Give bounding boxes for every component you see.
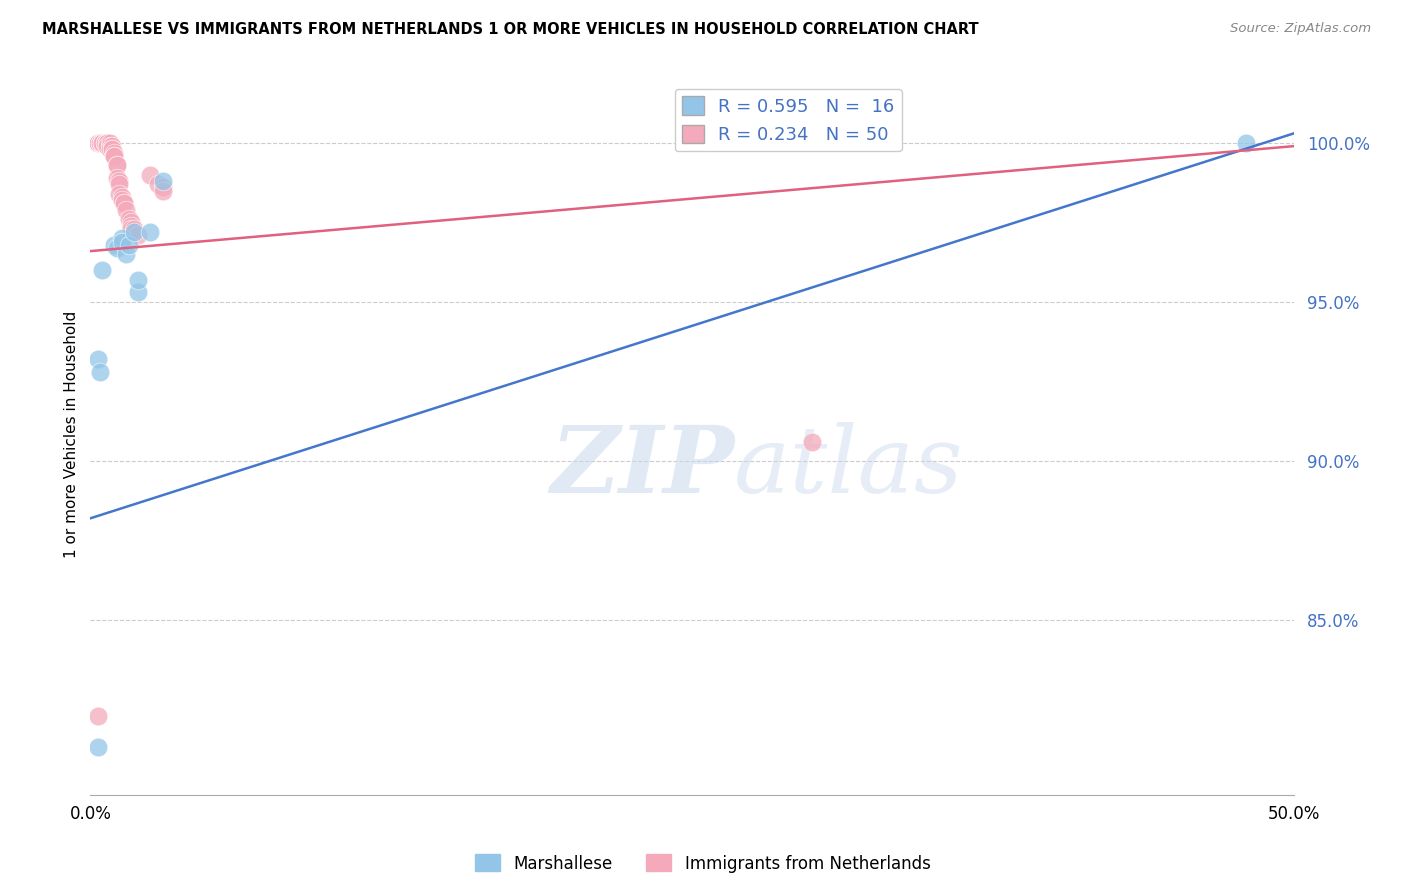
Point <box>94 136 117 150</box>
Legend: Marshallese, Immigrants from Netherlands: Marshallese, Immigrants from Netherlands <box>468 847 938 880</box>
Point <box>110 193 132 207</box>
Point <box>91 136 114 150</box>
Point <box>94 136 117 150</box>
Point <box>152 180 174 194</box>
Point <box>91 136 114 150</box>
Point <box>89 136 111 150</box>
Point <box>108 178 131 192</box>
Legend: R = 0.595   N =  16, R = 0.234   N = 50: R = 0.595 N = 16, R = 0.234 N = 50 <box>675 89 901 152</box>
Point <box>96 136 118 150</box>
Point <box>103 237 125 252</box>
Text: atlas: atlas <box>734 422 963 511</box>
Point <box>86 136 108 150</box>
Point <box>108 186 131 201</box>
Point <box>120 222 142 236</box>
Point <box>89 136 111 150</box>
Point <box>112 196 135 211</box>
Point <box>139 168 162 182</box>
Point <box>105 158 128 172</box>
Point <box>96 139 118 153</box>
Y-axis label: 1 or more Vehicles in Household: 1 or more Vehicles in Household <box>65 310 79 558</box>
Point <box>86 352 108 367</box>
Point <box>115 247 138 261</box>
Point <box>105 170 128 185</box>
Text: MARSHALLESE VS IMMIGRANTS FROM NETHERLANDS 1 OR MORE VEHICLES IN HOUSEHOLD CORRE: MARSHALLESE VS IMMIGRANTS FROM NETHERLAN… <box>42 22 979 37</box>
Point <box>98 142 121 156</box>
Point <box>91 136 114 150</box>
Point <box>101 142 124 156</box>
Point <box>91 136 114 150</box>
Point <box>91 136 114 150</box>
Point <box>86 136 108 150</box>
Point <box>115 202 138 217</box>
Point <box>118 212 141 227</box>
Point <box>96 136 118 150</box>
Point <box>86 708 108 723</box>
Point <box>103 149 125 163</box>
Point <box>103 149 125 163</box>
Point <box>89 365 111 379</box>
Point <box>94 136 117 150</box>
Point <box>122 222 145 236</box>
Point <box>127 273 149 287</box>
Point <box>110 235 132 249</box>
Point <box>146 178 169 192</box>
Point <box>152 174 174 188</box>
Point <box>127 228 149 243</box>
Point <box>127 285 149 300</box>
Point <box>139 225 162 239</box>
Point <box>96 136 118 150</box>
Point <box>110 190 132 204</box>
Point <box>103 149 125 163</box>
Point <box>120 215 142 229</box>
Point <box>101 142 124 156</box>
Point <box>1234 136 1257 150</box>
Point <box>98 136 121 150</box>
Point <box>91 263 114 277</box>
Point <box>105 241 128 255</box>
Text: Source: ZipAtlas.com: Source: ZipAtlas.com <box>1230 22 1371 36</box>
Text: ZIP: ZIP <box>550 422 734 511</box>
Point <box>118 237 141 252</box>
Point <box>152 184 174 198</box>
Point <box>86 740 108 755</box>
Point <box>110 231 132 245</box>
Point <box>89 136 111 150</box>
Point <box>122 225 145 239</box>
Point <box>801 434 824 449</box>
Point <box>103 145 125 160</box>
Point <box>112 196 135 211</box>
Point <box>120 219 142 233</box>
Point <box>101 139 124 153</box>
Point <box>105 158 128 172</box>
Point <box>98 139 121 153</box>
Point <box>108 174 131 188</box>
